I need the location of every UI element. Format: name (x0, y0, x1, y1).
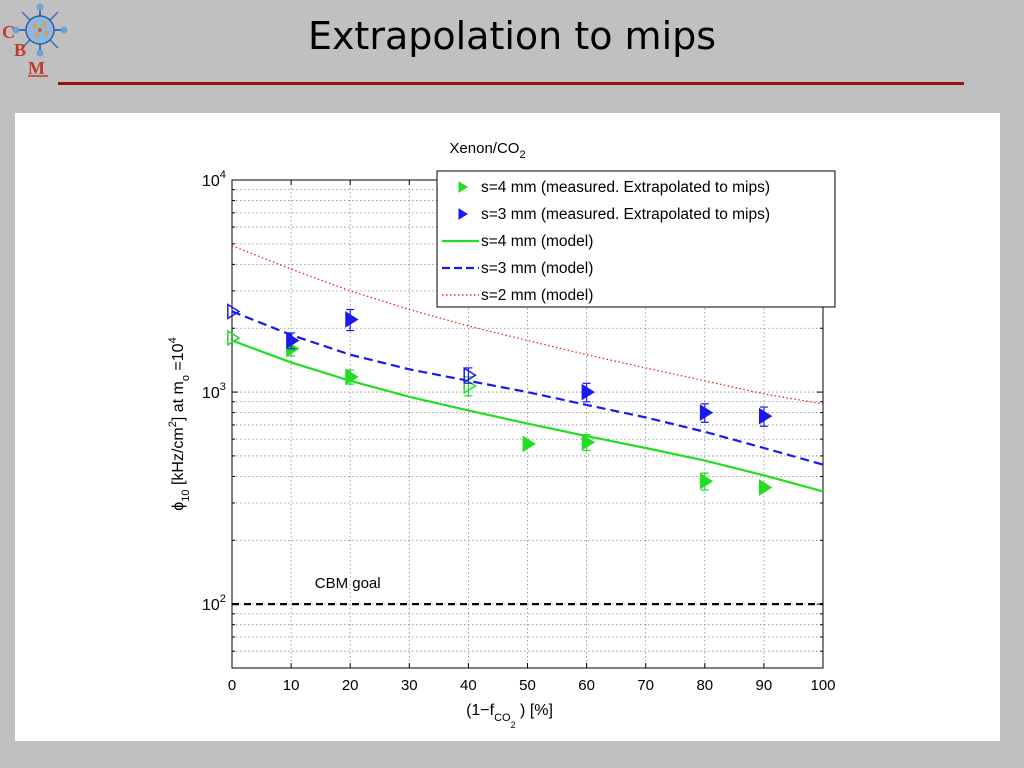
legend-marker (458, 208, 468, 220)
legend-label: s=2 mm (model) (481, 287, 593, 304)
chart-title: Xenon/CO2 (449, 140, 525, 161)
logo-letter-b: B (14, 40, 26, 60)
data-point (227, 329, 241, 347)
data-point (286, 332, 300, 349)
series-line (231, 339, 824, 493)
series-line (231, 245, 824, 405)
x-tick-label: 90 (756, 677, 773, 694)
data-point (758, 407, 773, 425)
x-tick-label: 30 (401, 677, 418, 694)
legend-label: s=3 mm (model) (481, 260, 593, 277)
data-point (581, 383, 596, 401)
data-point (463, 377, 477, 395)
x-tick-label: 20 (342, 677, 359, 694)
data-point (227, 303, 241, 320)
x-tick-label: 80 (696, 677, 713, 694)
x-tick-label: 10 (283, 677, 300, 694)
x-tick-label: 60 (578, 677, 595, 694)
data-point (345, 368, 359, 386)
x-tick-label: 40 (460, 677, 477, 694)
grid (232, 180, 823, 668)
legend-box (436, 170, 836, 308)
data-point (463, 366, 477, 384)
cbm-goal-label: CBM goal (315, 575, 381, 592)
title-divider (58, 82, 964, 85)
cbm-logo: C B M (2, 3, 68, 78)
y-tick-label: 103 (202, 381, 226, 402)
series-line (231, 310, 824, 466)
data-point (345, 311, 359, 328)
legend-marker (458, 181, 468, 193)
x-tick-label: 50 (519, 677, 536, 694)
x-tick-label: 100 (810, 677, 835, 694)
legend-label: s=4 mm (measured. Extrapolated to mips) (481, 179, 770, 196)
y-tick-label: 102 (202, 593, 226, 614)
y-axis-label: ϕ10 [kHz/cm2] at mo =104 (167, 337, 192, 510)
legend-label: s=4 mm (model) (481, 233, 593, 250)
data-point (522, 435, 536, 453)
chart: 0 10 20 30 40 50 60 70 80 90 100 102 103 104 Xenon/CO2… (167, 140, 836, 730)
x-tick-label: 70 (637, 677, 654, 694)
plot-panel: 0 10 20 30 40 50 60 70 80 90 100 102 103 104 Xenon/CO2… (15, 113, 1000, 741)
legend-label: s=3 mm (measured. Extrapolated to mips) (481, 206, 770, 223)
logo-emblem-icon (12, 3, 68, 57)
slide-title: Extrapolation to mips (307, 14, 717, 58)
logo-letter-m: M (28, 58, 45, 78)
data-point (699, 404, 714, 421)
x-axis-label: (1−fCO2 ) [%] (466, 702, 553, 730)
data-point (699, 472, 714, 490)
data-point (758, 479, 773, 496)
data-point (581, 433, 596, 451)
x-tick-label: 0 (228, 677, 236, 694)
logo-letter-c: C (2, 22, 15, 42)
legend: s=4 mm (measured. Extrapolated to mips) s… (436, 170, 836, 308)
y-tick-label: 104 (202, 169, 226, 190)
